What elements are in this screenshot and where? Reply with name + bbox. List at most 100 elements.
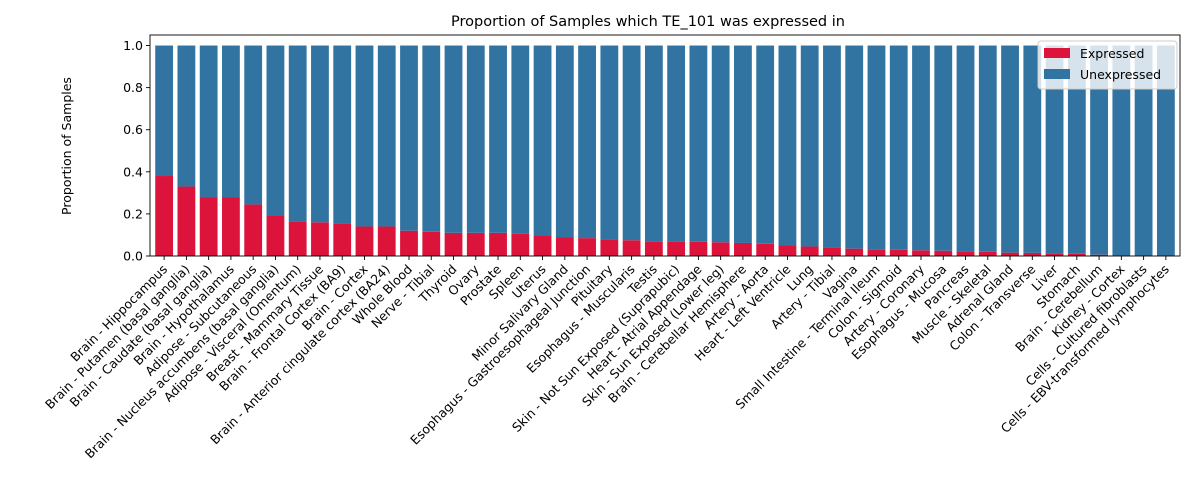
y-tick-label: 0.4 xyxy=(123,164,143,179)
legend-box xyxy=(1037,40,1178,90)
expressed-bar-32 xyxy=(867,249,886,256)
unexpressed-bar-44 xyxy=(1134,45,1153,256)
expressed-bar-4 xyxy=(244,204,263,256)
expressed-bar-37 xyxy=(978,251,997,256)
expressed-bar-30 xyxy=(823,247,841,256)
unexpressed-bar-15 xyxy=(489,45,507,233)
expressed-bar-40 xyxy=(1045,253,1064,256)
y-tick-label: 0.8 xyxy=(123,80,143,95)
axes-frame xyxy=(149,34,1181,257)
unexpressed-bar-43 xyxy=(1112,45,1131,256)
unexpressed-bar-2 xyxy=(199,45,218,198)
expressed-bar-33 xyxy=(889,249,908,256)
unexpressed-bar-23 xyxy=(667,45,686,242)
y-tick-label: 1.0 xyxy=(123,38,143,53)
expressed-bar-16 xyxy=(511,233,530,256)
y-axis-label: Proportion of Samples xyxy=(59,77,74,215)
unexpressed-bar-41 xyxy=(1067,45,1086,254)
unexpressed-bar-18 xyxy=(555,45,574,238)
unexpressed-bar-36 xyxy=(956,45,975,252)
expressed-bar-42 xyxy=(1090,254,1108,256)
unexpressed-bar-28 xyxy=(778,45,797,246)
expressed-bar-12 xyxy=(422,231,441,256)
unexpressed-bar-21 xyxy=(622,45,641,241)
unexpressed-bar-0 xyxy=(155,45,174,177)
unexpressed-bar-5 xyxy=(266,45,285,217)
unexpressed-bar-35 xyxy=(934,45,953,251)
unexpressed-bar-38 xyxy=(1001,45,1019,253)
unexpressed-bar-29 xyxy=(800,45,819,247)
unexpressed-bar-34 xyxy=(912,45,930,251)
unexpressed-bar-33 xyxy=(889,45,908,250)
expressed-bar-25 xyxy=(711,242,730,256)
unexpressed-bar-19 xyxy=(578,45,596,239)
expressed-bar-41 xyxy=(1067,253,1086,256)
expressed-bar-13 xyxy=(444,232,463,256)
y-tick-label: 0.0 xyxy=(123,249,143,264)
y-tick-label: 0.6 xyxy=(123,122,143,137)
unexpressed-bar-7 xyxy=(311,45,329,223)
unexpressed-bar-20 xyxy=(600,45,619,240)
expressed-bar-17 xyxy=(533,236,552,256)
unexpressed-bar-42 xyxy=(1090,45,1108,255)
unexpressed-bar-3 xyxy=(222,45,240,198)
expressed-bar-10 xyxy=(377,226,396,256)
unexpressed-bar-14 xyxy=(466,45,485,233)
expressed-bar-34 xyxy=(912,250,930,256)
expressed-bar-28 xyxy=(778,245,797,256)
expressed-bar-24 xyxy=(689,241,708,256)
expressed-bar-15 xyxy=(489,232,507,256)
expressed-bar-0 xyxy=(155,176,174,256)
legend: Expressed Unexpressed xyxy=(1037,40,1178,90)
expressed-bar-22 xyxy=(644,241,663,256)
unexpressed-bar-9 xyxy=(355,45,374,227)
expressed-bar-14 xyxy=(466,232,485,256)
unexpressed-bar-22 xyxy=(644,45,663,242)
unexpressed-bar-45 xyxy=(1156,45,1175,256)
expressed-bar-11 xyxy=(400,230,418,256)
expressed-bar-26 xyxy=(734,242,752,256)
legend-swatch-unexpressed xyxy=(1044,69,1070,79)
expressed-bar-21 xyxy=(622,240,641,256)
unexpressed-bar-31 xyxy=(845,45,864,249)
unexpressed-bar-24 xyxy=(689,45,708,242)
expressed-bar-2 xyxy=(199,197,218,256)
expressed-bar-27 xyxy=(756,243,775,256)
unexpressed-bar-8 xyxy=(333,45,352,224)
legend-swatch-expressed xyxy=(1044,48,1070,58)
expressed-bar-29 xyxy=(800,246,819,256)
unexpressed-bar-40 xyxy=(1045,45,1064,254)
expressed-bar-19 xyxy=(578,238,596,256)
legend-label-unexpressed: Unexpressed xyxy=(1080,67,1161,82)
expressed-bar-1 xyxy=(177,186,196,256)
expressed-bar-31 xyxy=(845,248,864,256)
unexpressed-bar-37 xyxy=(978,45,997,252)
y-tick-label: 0.2 xyxy=(123,206,143,221)
unexpressed-bar-17 xyxy=(533,45,552,236)
expressed-bar-8 xyxy=(333,223,352,256)
unexpressed-bar-1 xyxy=(177,45,196,187)
expressed-bar-18 xyxy=(555,237,574,256)
expressed-bar-3 xyxy=(222,197,240,256)
chart-title: Proportion of Samples which TE_101 was e… xyxy=(451,14,845,30)
expressed-bar-9 xyxy=(355,226,374,256)
expressed-bar-5 xyxy=(266,216,285,256)
expressed-bar-7 xyxy=(311,222,329,256)
unexpressed-bar-12 xyxy=(422,45,441,232)
expressed-bar-36 xyxy=(956,251,975,256)
expressed-bar-35 xyxy=(934,250,953,256)
expressed-bar-6 xyxy=(288,221,307,256)
unexpressed-bar-39 xyxy=(1023,45,1042,253)
unexpressed-bar-25 xyxy=(711,45,730,243)
expressed-bar-38 xyxy=(1001,252,1019,256)
unexpressed-bar-4 xyxy=(244,45,263,205)
unexpressed-bar-26 xyxy=(734,45,752,243)
expressed-bar-20 xyxy=(600,239,619,256)
unexpressed-bar-11 xyxy=(400,45,418,231)
expressed-bar-39 xyxy=(1023,252,1042,256)
unexpressed-bar-30 xyxy=(823,45,841,248)
unexpressed-bar-10 xyxy=(377,45,396,227)
unexpressed-bar-32 xyxy=(867,45,886,250)
